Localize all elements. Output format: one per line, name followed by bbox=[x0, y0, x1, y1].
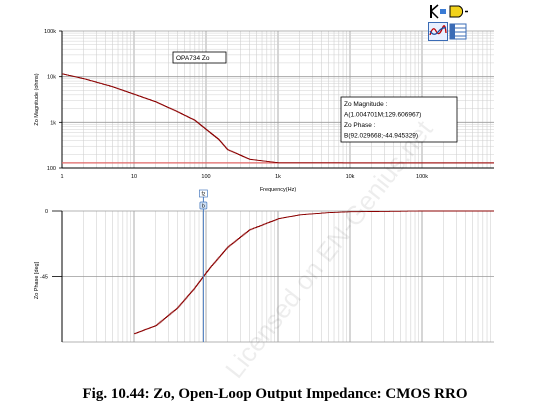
magnitude-axis: 100 1k 10k 100k 1 10 100 1k 10k 100k Frequency(Hz)… bbox=[34, 29, 494, 193]
readout-phase-label: Zo Phase : bbox=[344, 122, 376, 129]
x-tick-label: 1k bbox=[275, 174, 281, 180]
phase-y-tick-label: -45 bbox=[40, 275, 48, 281]
cursor-marker-top: fz bbox=[199, 189, 208, 198]
readout-magnitude-label: Zo Magnitude : bbox=[344, 101, 388, 108]
figure-caption: Fig. 10.44: Zo, Open-Loop Output Impedan… bbox=[82, 386, 468, 402]
readout-phase-value: B(92.029668;-44.945329) bbox=[344, 133, 418, 140]
magnitude-y-axis-label: Zo Magnitude (ohms) bbox=[34, 73, 40, 125]
magnitude-x-axis-label: Frequency(Hz) bbox=[260, 187, 297, 193]
phase-y-tick-label: 0 bbox=[45, 209, 48, 215]
x-tick-label: 10 bbox=[131, 174, 137, 180]
cursor-marker-top-frame bbox=[199, 189, 208, 198]
series-legend-box: OPA734 Zo bbox=[172, 51, 227, 64]
data-table-icon[interactable] bbox=[448, 22, 468, 41]
legend-box-frame bbox=[172, 51, 227, 64]
x-tick-label: 100k bbox=[416, 174, 428, 180]
phase-series-line bbox=[134, 210, 494, 335]
magnitude-series bbox=[62, 73, 494, 164]
phase-y-axis-label: Zo Phase [deg] bbox=[34, 261, 40, 299]
x-tick-label: 100 bbox=[201, 174, 210, 180]
magnitude-y-tick-label: 10k bbox=[47, 75, 56, 81]
magnitude-series-line bbox=[62, 73, 494, 164]
phase-series bbox=[134, 210, 494, 335]
cursor-marker-bottom: b bbox=[199, 201, 208, 210]
cursor-marker-bottom-label: b bbox=[202, 204, 205, 210]
cursor-marker-bottom-frame bbox=[199, 201, 208, 210]
chart-overlay: OPA734 Zo Zo Magnitude : A(1.004701M;129.6… bbox=[172, 51, 458, 384]
select-trace-icon[interactable] bbox=[448, 2, 468, 21]
chart-toolbar bbox=[428, 2, 468, 42]
wave-view-icon[interactable] bbox=[428, 22, 448, 41]
x-tick-label: 1 bbox=[60, 174, 63, 180]
magnitude-grid bbox=[61, 30, 494, 169]
magnitude-y-tick-label: 100 bbox=[47, 166, 56, 172]
magnitude-y-tick-label: 1k bbox=[50, 120, 56, 126]
magnitude-y-tick-label: 100k bbox=[44, 29, 56, 35]
cursor-probe-icon[interactable] bbox=[428, 2, 448, 21]
readout-magnitude-value: A(1.004701M;129.606967) bbox=[344, 112, 421, 119]
cursor-readout-box: Zo Magnitude : A(1.004701M;129.606967) Zo … bbox=[340, 96, 458, 143]
legend-box-label: OPA734 Zo bbox=[176, 55, 210, 62]
x-tick-label: 10k bbox=[346, 174, 355, 180]
cursor-marker-top-label: fz bbox=[201, 192, 205, 198]
readout-box-frame bbox=[340, 96, 458, 143]
